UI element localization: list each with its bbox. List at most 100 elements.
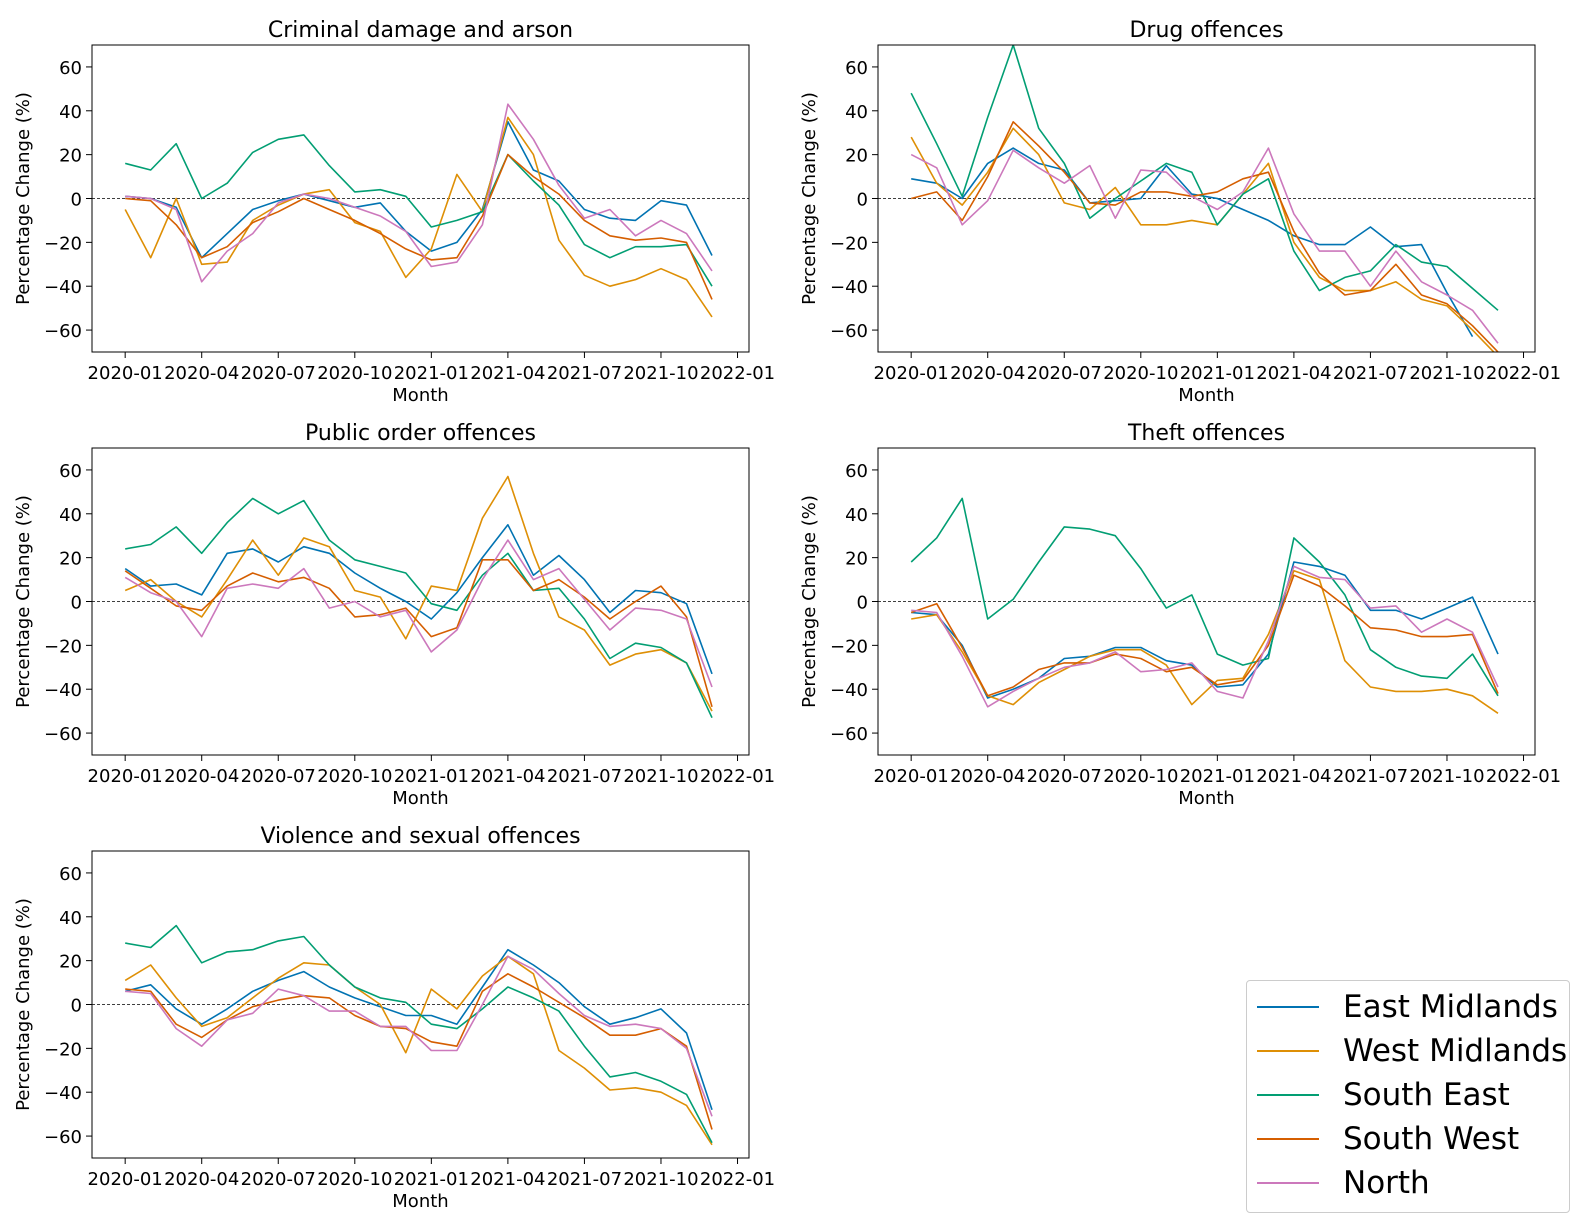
- legend-swatch-south-west: [1257, 1138, 1319, 1140]
- axes-frame: [877, 447, 1536, 756]
- x-tick-label: 2021-04: [1256, 363, 1331, 384]
- y-tick-label: 60: [845, 461, 868, 482]
- x-tick-label: 2020-10: [1103, 766, 1178, 787]
- x-tick-label: 2020-07: [241, 766, 316, 787]
- chart-title: Criminal damage and arson: [268, 18, 573, 43]
- x-tick-label: 2021-04: [1256, 766, 1331, 787]
- y-tick-label: −60: [830, 321, 868, 342]
- x-tick-label: 2021-01: [1180, 766, 1255, 787]
- y-tick-label: 20: [845, 146, 868, 167]
- y-tick-label: −20: [44, 233, 82, 254]
- x-tick-label: 2022-01: [700, 1169, 775, 1190]
- series-line-south-west: [125, 973, 713, 1130]
- legend-label: South West: [1343, 1121, 1520, 1157]
- plot-area: [878, 45, 1535, 352]
- series-line-west-midlands: [124, 116, 713, 318]
- legend-item-west-midlands: West Midlands: [1257, 1029, 1567, 1073]
- x-tick-label: 2020-10: [1103, 363, 1178, 384]
- series-line-east-midlands: [911, 147, 1474, 338]
- x-tick-label: 2020-04: [950, 363, 1025, 384]
- chart-title: Public order offences: [305, 421, 536, 446]
- x-axis-label: Month: [392, 385, 448, 406]
- legend-label: East Midlands: [1343, 989, 1558, 1025]
- series-line-south-east: [910, 45, 1499, 311]
- x-tick-label: 2021-04: [470, 363, 545, 384]
- legend-label: North: [1343, 1165, 1430, 1201]
- legend-item-south-east: South East: [1257, 1073, 1510, 1117]
- y-tick-label: −60: [44, 724, 82, 745]
- chart-panel-violence-and-sexual-offences: Violence and sexual offences −60 −40 −20 0 20…: [13, 824, 775, 1212]
- x-tick-label: 2021-10: [623, 1169, 698, 1190]
- series-line-south-east: [125, 924, 713, 1144]
- y-tick-label: 40: [845, 505, 868, 526]
- x-tick-label: 2020-01: [88, 1169, 163, 1190]
- x-axis-label: Month: [1178, 788, 1234, 809]
- series-line-north: [125, 955, 713, 1117]
- x-tick-label: 2020-10: [317, 766, 392, 787]
- x-tick-label: 2022-01: [1486, 766, 1561, 787]
- y-tick-label: 0: [857, 593, 868, 614]
- x-tick-label: 2020-10: [317, 1169, 392, 1190]
- legend-label: West Midlands: [1343, 1033, 1568, 1069]
- y-tick-label: 40: [59, 102, 82, 123]
- x-tick-label: 2021-10: [1409, 766, 1484, 787]
- x-tick-label: 2020-01: [88, 363, 163, 384]
- series-line-north: [911, 565, 1499, 708]
- legend: East Midlands West Midlands South East S…: [1246, 980, 1570, 1213]
- x-tick-label: 2022-01: [700, 766, 775, 787]
- x-tick-label: 2020-10: [317, 363, 392, 384]
- y-tick-label: −20: [44, 1039, 82, 1060]
- x-axis-label: Month: [392, 1191, 448, 1212]
- y-tick-label: −60: [830, 724, 868, 745]
- y-tick-label: 60: [845, 58, 868, 79]
- x-tick-label: 2021-07: [1333, 766, 1408, 787]
- y-tick-label: 40: [59, 908, 82, 929]
- x-tick-label: 2020-04: [164, 363, 239, 384]
- x-tick-label: 2021-01: [1180, 363, 1255, 384]
- x-tick-label: 2021-01: [394, 363, 469, 384]
- y-tick-label: 60: [59, 864, 82, 885]
- x-tick-label: 2020-04: [164, 766, 239, 787]
- plot-area: [92, 924, 749, 1146]
- series-line-west-midlands: [124, 955, 713, 1146]
- y-tick-label: 20: [59, 146, 82, 167]
- x-tick-label: 2021-07: [547, 1169, 622, 1190]
- axes-frame: [91, 850, 750, 1159]
- legend-swatch-east-midlands: [1257, 1006, 1319, 1008]
- x-tick-label: 2021-04: [470, 1169, 545, 1190]
- y-axis-label: Percentage Change (%): [13, 92, 34, 305]
- plot-area: [92, 103, 749, 318]
- chart-panel-criminal-damage-and-arson: Criminal damage and arson −60 −40 −20 0 20 40 6…: [13, 18, 775, 406]
- y-tick-label: 40: [845, 102, 868, 123]
- y-tick-label: 0: [71, 593, 82, 614]
- legend-item-south-west: South West: [1257, 1117, 1519, 1161]
- series-line-north: [910, 147, 1499, 344]
- y-tick-label: −20: [44, 636, 82, 657]
- series-line-south-west: [124, 559, 713, 708]
- x-tick-label: 2020-07: [1027, 766, 1102, 787]
- legend-label: South East: [1343, 1077, 1510, 1113]
- plot-area: [878, 497, 1535, 714]
- series-line-north: [125, 103, 713, 283]
- y-tick-label: 20: [59, 952, 82, 973]
- y-axis-label: Percentage Change (%): [13, 495, 34, 708]
- chart-title: Drug offences: [1129, 18, 1283, 43]
- y-tick-label: −60: [44, 321, 82, 342]
- series-line-east-midlands: [124, 524, 713, 675]
- series-line-south-east: [125, 497, 713, 719]
- x-tick-label: 2021-10: [623, 363, 698, 384]
- y-tick-label: −20: [830, 233, 868, 254]
- y-axis-label: Percentage Change (%): [799, 92, 820, 305]
- y-tick-label: −20: [830, 636, 868, 657]
- legend-swatch-west-midlands: [1257, 1050, 1319, 1052]
- x-tick-label: 2021-01: [394, 766, 469, 787]
- x-tick-label: 2021-01: [394, 1169, 469, 1190]
- y-tick-label: 0: [71, 190, 82, 211]
- legend-item-north: North: [1257, 1161, 1430, 1205]
- x-tick-label: 2020-07: [1027, 363, 1102, 384]
- y-tick-label: −40: [44, 277, 82, 298]
- x-tick-label: 2021-07: [1333, 363, 1408, 384]
- x-tick-label: 2020-04: [950, 766, 1025, 787]
